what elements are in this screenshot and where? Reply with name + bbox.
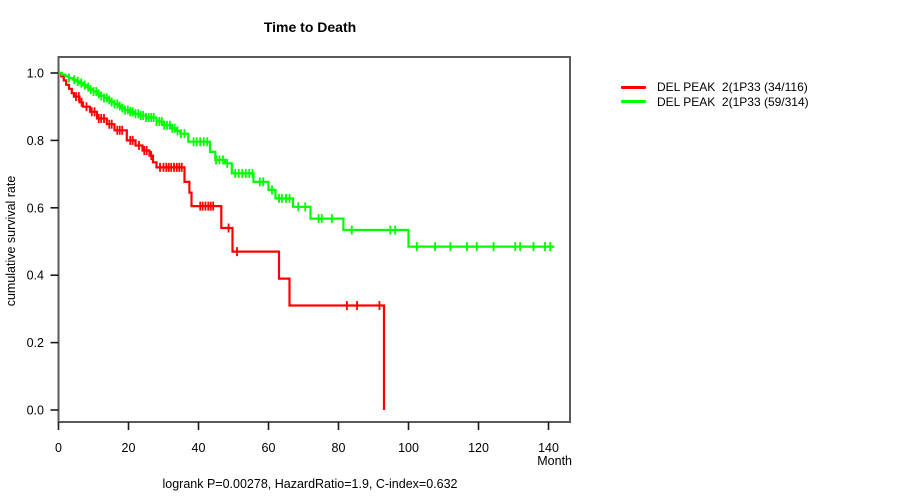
survival-curves	[58, 71, 555, 410]
x-tick-label: 80	[332, 441, 346, 455]
x-tick-label: 60	[262, 441, 276, 455]
red-line-swatch	[621, 85, 646, 89]
green-line-swatch	[621, 100, 646, 104]
plot-title: Time to Death	[264, 19, 356, 35]
series-red	[58, 71, 386, 410]
x-tick-label: 100	[398, 441, 419, 455]
y-tick-label: 0.6	[27, 201, 44, 215]
legend-item-group2: DEL PEAK 2(1P33 (59/314)	[621, 95, 809, 110]
x-axis-title: Month	[537, 454, 572, 468]
y-tick-label: 0.0	[27, 404, 44, 418]
survival-step-curve	[58, 71, 555, 248]
legend: DEL PEAK 2(1P33 (34/116) DEL PEAK 2(1P33…	[621, 80, 809, 109]
stats-annotation: logrank P=0.00278, HazardRatio=1.9, C-in…	[163, 477, 458, 491]
x-axis: 0 20 40 60 80 100 120 140	[55, 422, 559, 455]
y-tick-label: 1.0	[27, 67, 44, 81]
x-tick-label: 0	[55, 441, 62, 455]
survival-step-curve	[58, 71, 386, 410]
plot-frame	[57, 56, 571, 423]
y-tick-label: 0.8	[27, 134, 44, 148]
legend-item-group1: DEL PEAK 2(1P33 (34/116)	[621, 80, 809, 95]
y-axis-title: cumulative survival rate	[4, 176, 18, 307]
x-tick-label: 20	[122, 441, 136, 455]
y-axis: 0.0 0.2 0.4 0.6 0.8 1.0	[27, 67, 59, 418]
y-tick-label: 0.4	[27, 269, 44, 283]
x-tick-label: 40	[192, 441, 206, 455]
x-tick-label: 120	[468, 441, 489, 455]
legend-label-group1: DEL PEAK 2(1P33 (34/116)	[657, 80, 808, 94]
y-tick-label: 0.2	[27, 336, 44, 350]
legend-label-group2: DEL PEAK 2(1P33 (59/314)	[657, 94, 809, 109]
series-green	[58, 71, 555, 252]
x-tick-label: 140	[538, 441, 559, 455]
